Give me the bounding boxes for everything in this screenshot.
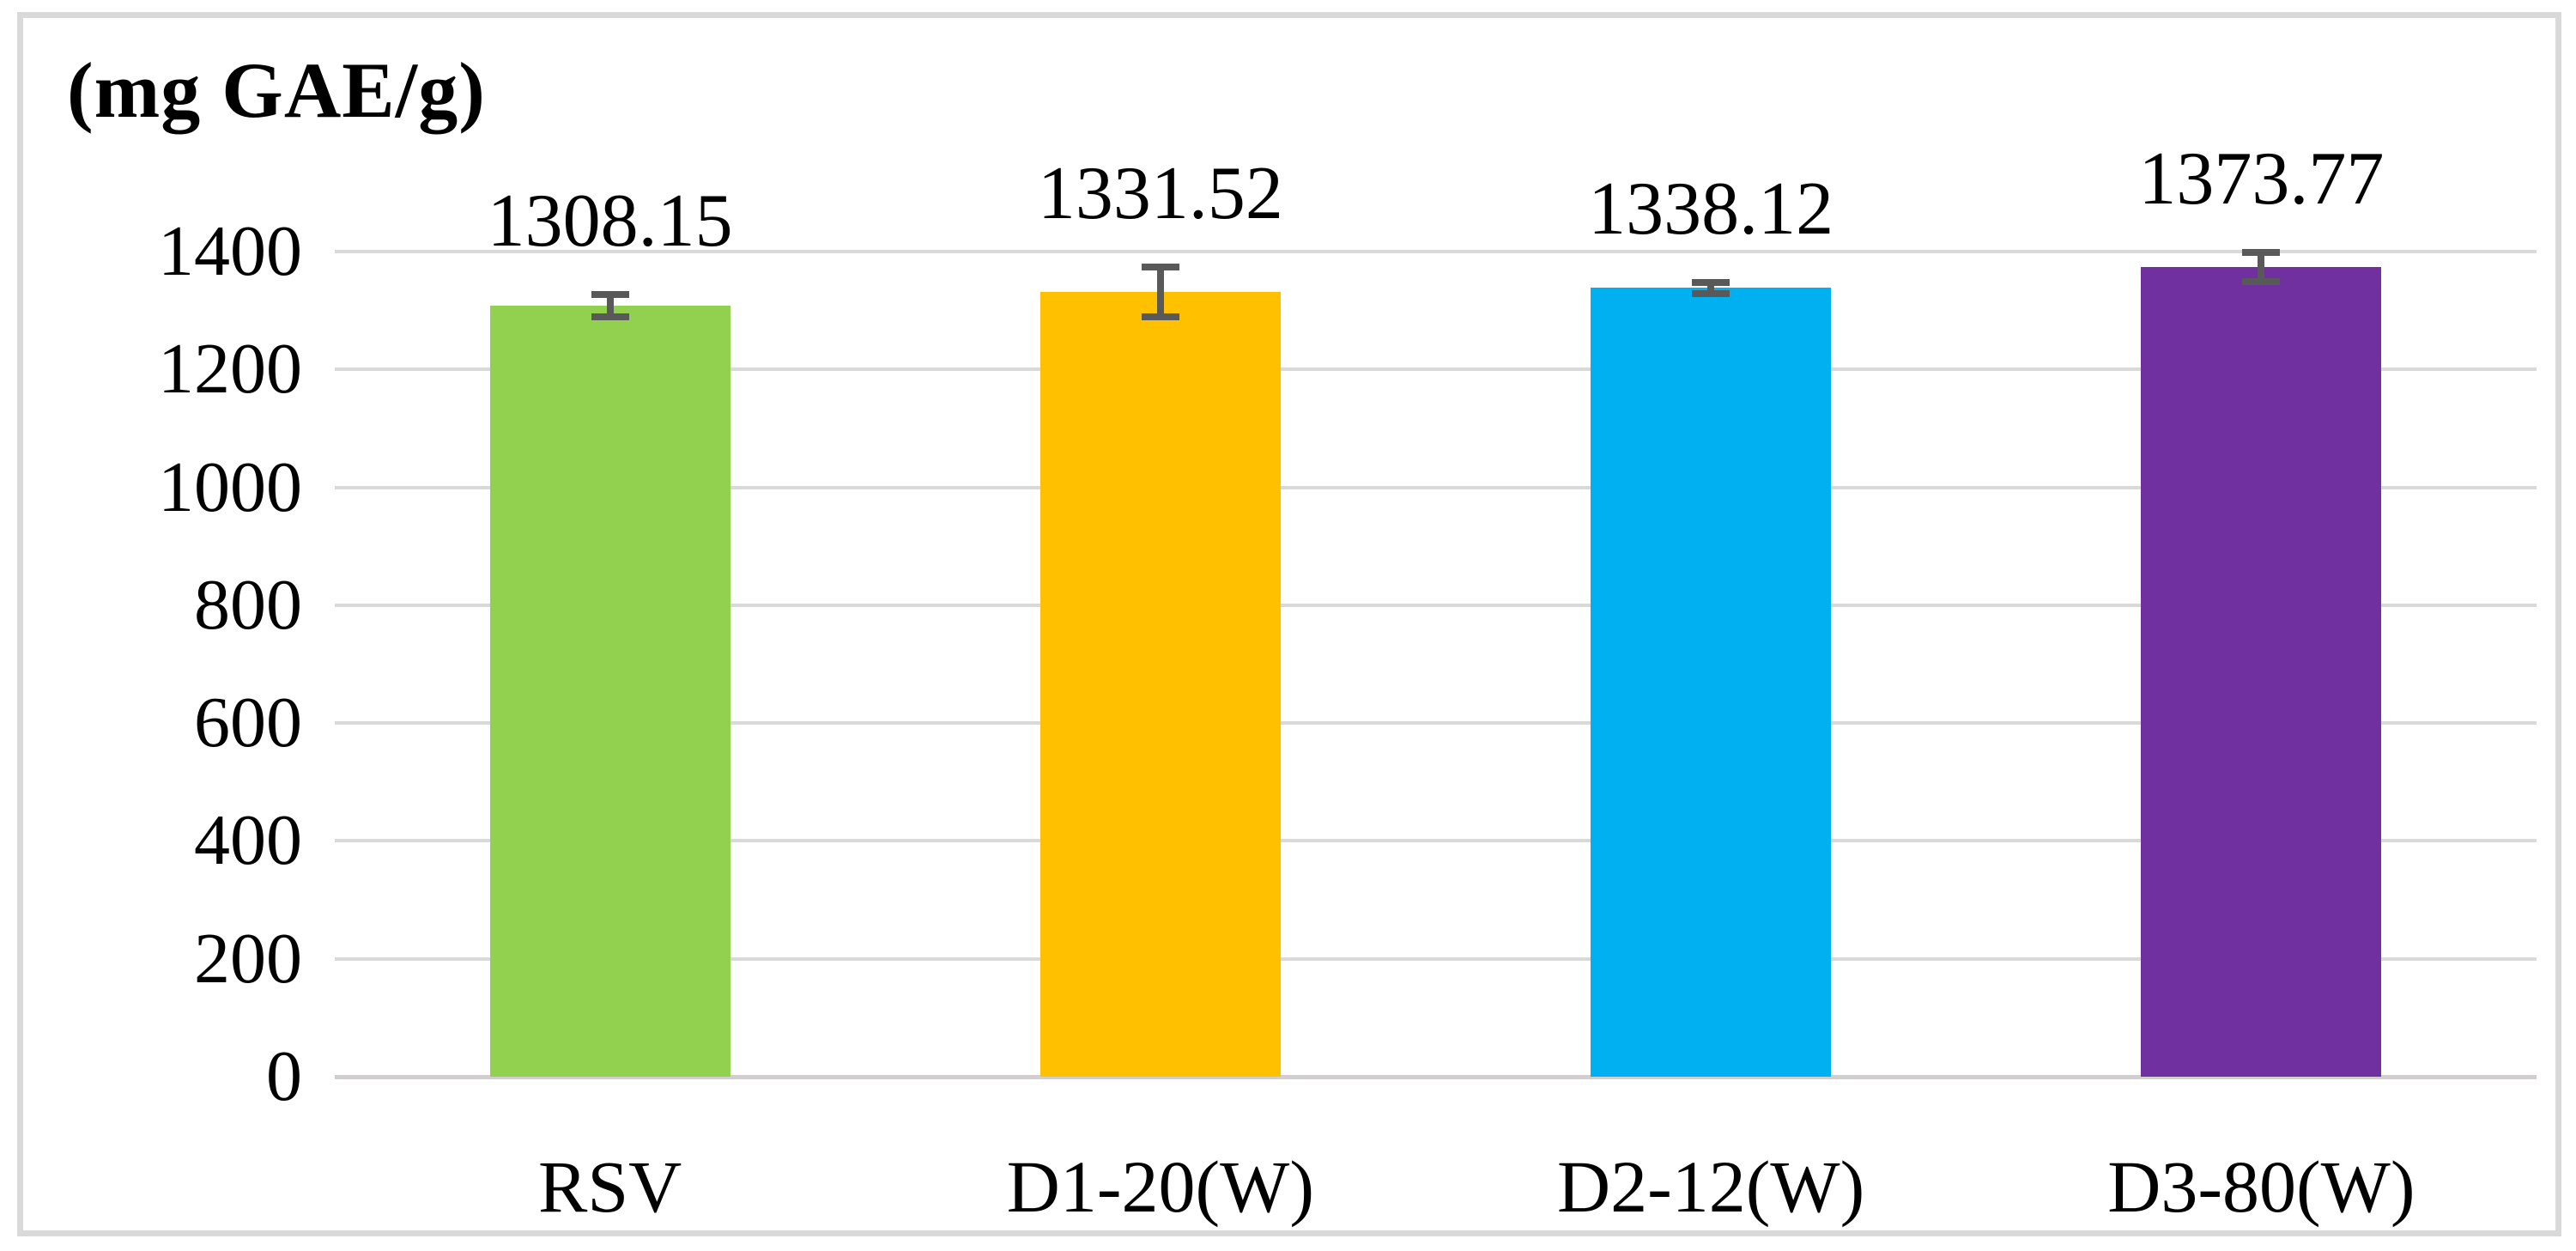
y-axis-unit-label: (mg GAE/g): [67, 46, 486, 134]
bar-D3-80(W): [2141, 267, 2382, 1077]
x-category-label: D1-20(W): [1006, 1145, 1314, 1228]
y-tick-label: 800: [194, 564, 302, 645]
gridline: [335, 367, 2537, 372]
y-tick-label: 1200: [158, 329, 302, 410]
error-bar-cap: [1141, 313, 1179, 320]
gridline: [335, 603, 2537, 607]
error-bar-line: [1707, 282, 1715, 294]
bar-value-label: 1338.12: [1588, 167, 1834, 252]
error-bar-line: [2258, 252, 2265, 282]
x-category-label: D2-12(W): [1557, 1145, 1865, 1228]
gridline: [335, 250, 2537, 253]
y-tick-label: 1400: [158, 211, 302, 291]
error-bar-cap: [2242, 248, 2281, 256]
x-category-label: RSV: [537, 1145, 682, 1228]
bar-D2-12(W): [1591, 288, 1832, 1077]
error-bar-cap: [591, 291, 629, 298]
error-bar-cap: [1692, 279, 1730, 287]
gridline: [335, 485, 2537, 489]
error-bar-cap: [591, 313, 629, 321]
gridline: [335, 956, 2537, 961]
error-bar-line: [1156, 267, 1164, 317]
error-bar-cap: [2242, 278, 2281, 286]
y-tick-label: 400: [194, 800, 302, 881]
error-bar-line: [606, 295, 614, 318]
bar-RSV: [489, 306, 730, 1077]
chart-frame: [17, 12, 2561, 1236]
error-bar-cap: [1692, 289, 1730, 297]
bar-D1-20(W): [1039, 292, 1281, 1077]
bar-value-label: 1331.52: [1037, 152, 1283, 236]
y-tick-label: 0: [266, 1036, 302, 1116]
y-tick-label: 200: [194, 918, 302, 999]
error-bar-cap: [1141, 264, 1179, 271]
y-tick-label: 1000: [158, 446, 302, 527]
gridline: [335, 839, 2537, 843]
gridline: [335, 721, 2537, 726]
bar-value-label: 1373.77: [2138, 137, 2385, 221]
x-category-label: D3-80(W): [2107, 1145, 2415, 1228]
y-tick-label: 600: [194, 683, 302, 763]
x-axis-line: [335, 1075, 2537, 1079]
bar-value-label: 1308.15: [487, 179, 733, 263]
